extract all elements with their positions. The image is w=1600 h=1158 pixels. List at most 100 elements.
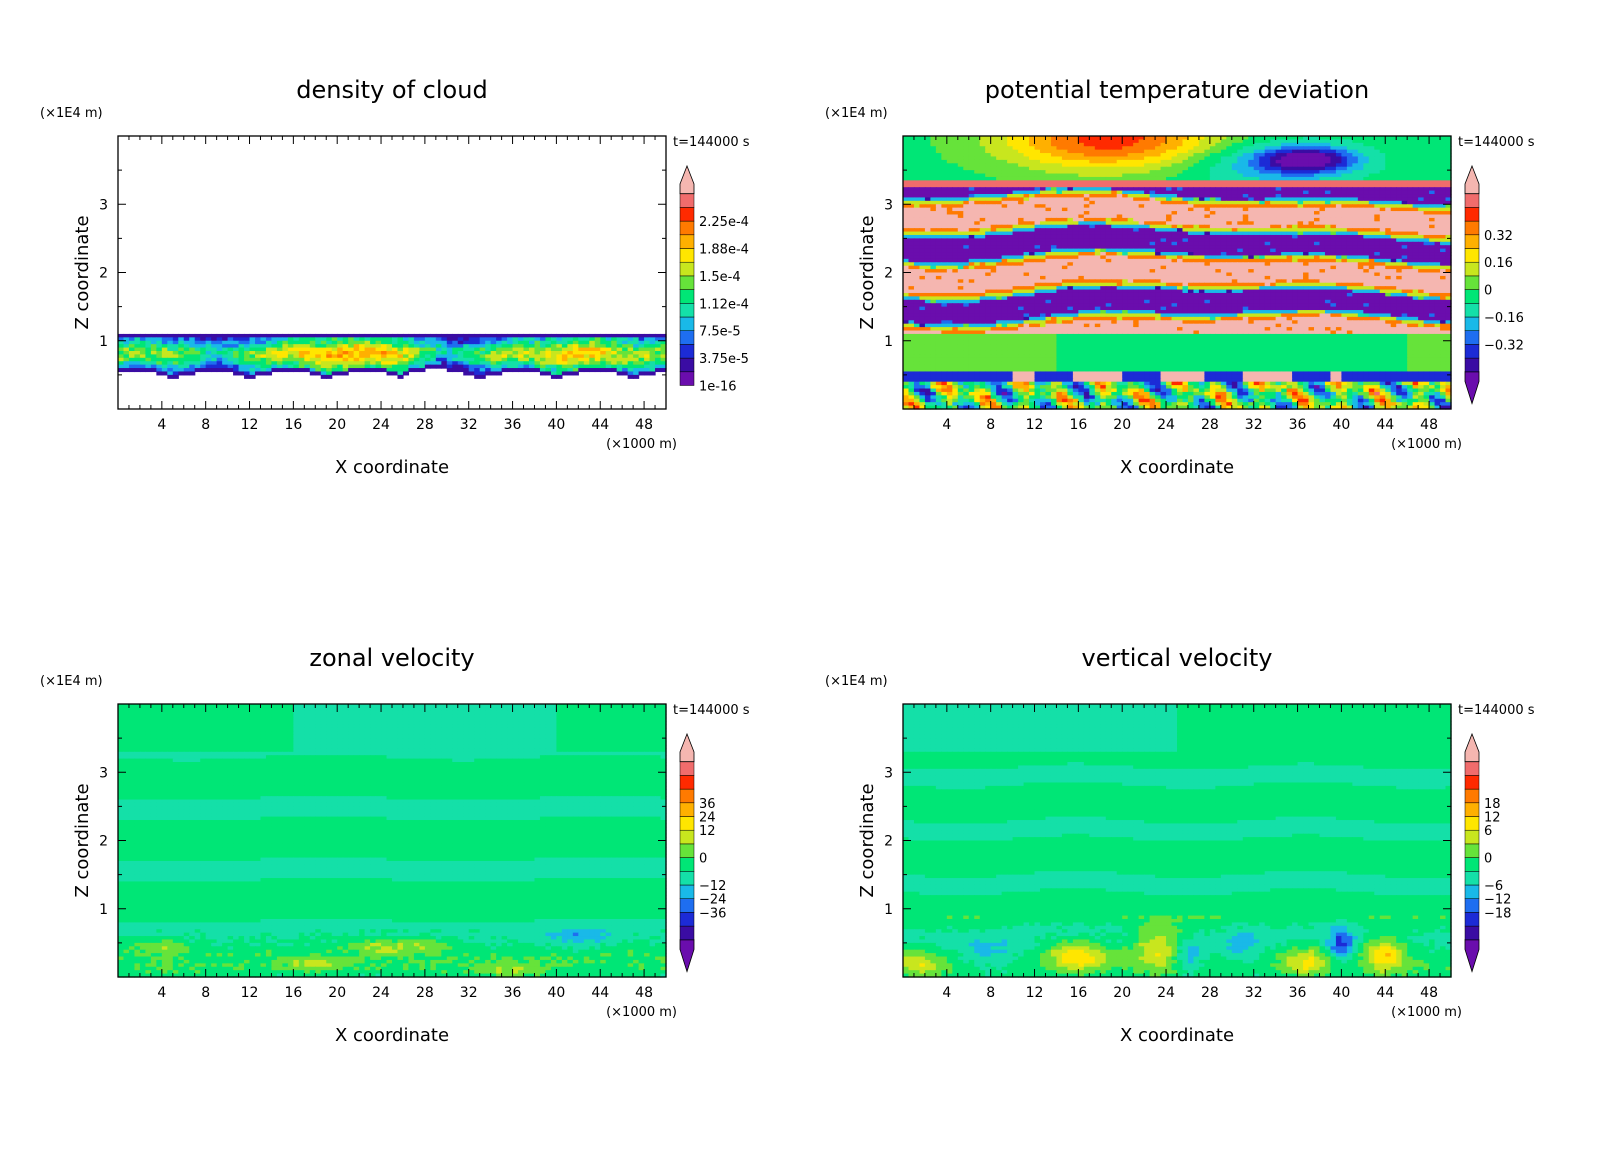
- field-cell: [1182, 194, 1189, 199]
- field-cell: [1374, 221, 1381, 226]
- field-cell: [1324, 248, 1332, 253]
- field-cell: [260, 344, 267, 349]
- field-cell: [1138, 221, 1145, 226]
- field-cell: [1434, 187, 1441, 192]
- field-cell: [496, 364, 503, 369]
- field-cell: [392, 357, 399, 362]
- field-cell: [583, 340, 590, 345]
- field-cell: [1012, 255, 1019, 260]
- field-cell: [946, 176, 953, 181]
- field-cell: [627, 340, 634, 345]
- field-cell: [216, 333, 223, 338]
- field-cell: [600, 361, 607, 366]
- field-cell: [1127, 252, 1134, 257]
- field-cell: [1445, 241, 1452, 246]
- field-cell: [238, 354, 245, 359]
- field-cell: [1292, 163, 1299, 168]
- field-cell: [1012, 149, 1019, 154]
- field-cell: [1242, 234, 1249, 239]
- field-cell: [985, 214, 992, 219]
- field-cell: [1330, 139, 1337, 144]
- field-cell: [1100, 217, 1107, 222]
- field-cell: [479, 350, 486, 355]
- field-cell: [1050, 245, 1058, 250]
- field-cell: [996, 156, 1003, 161]
- field-cell: [1001, 194, 1008, 199]
- field-cell: [413, 354, 420, 359]
- field-cell: [919, 217, 926, 222]
- field-cell: [216, 337, 223, 342]
- field-cell: [359, 364, 366, 369]
- field-cell: [189, 361, 196, 366]
- field-cell: [507, 337, 514, 342]
- field-cell: [1083, 255, 1090, 260]
- field-cell: [381, 340, 388, 345]
- field-cell: [1330, 207, 1337, 212]
- field-cell: [1023, 142, 1030, 147]
- field-cell: [1133, 146, 1140, 151]
- field-cell: [935, 255, 942, 260]
- field-cell: [1144, 142, 1151, 147]
- field-cell: [567, 344, 574, 349]
- field-cell: [265, 347, 273, 352]
- field-cell: [1390, 136, 1397, 141]
- x-tick-label: 24: [372, 417, 390, 433]
- field-cell: [589, 361, 596, 366]
- field-cell: [1040, 245, 1047, 250]
- field-cell: [1248, 217, 1255, 222]
- field-cell: [402, 350, 410, 355]
- field-cell: [1324, 136, 1332, 141]
- field-cell: [572, 364, 579, 369]
- field-cell: [1286, 156, 1293, 161]
- field-cell: [529, 337, 536, 342]
- field-cell: [331, 368, 338, 373]
- field-cell: [1434, 221, 1441, 226]
- field-cell: [1155, 224, 1162, 229]
- field-cell: [655, 347, 662, 352]
- field-cell: [990, 241, 997, 246]
- field-cell: [1056, 183, 1063, 188]
- field-cell: [1209, 156, 1216, 161]
- field-cell: [1335, 207, 1342, 212]
- field-cell: [1297, 214, 1304, 219]
- field-cell: [1237, 258, 1244, 263]
- field-cell: [1045, 153, 1052, 158]
- field-cell: [1187, 183, 1195, 188]
- field-cell: [287, 368, 294, 373]
- field-cell: [1078, 166, 1085, 171]
- field-cell: [1094, 197, 1101, 202]
- field-cell: [649, 368, 656, 373]
- field-cell: [156, 333, 163, 338]
- field-cell: [1045, 176, 1052, 181]
- field-cell: [1401, 153, 1408, 158]
- field-cell: [1379, 180, 1386, 185]
- field-cell: [1341, 211, 1348, 216]
- field-cell: [1177, 234, 1184, 239]
- field-cell: [1193, 238, 1200, 243]
- field-cell: [1412, 180, 1419, 185]
- field-cell: [1374, 194, 1381, 199]
- field-cell: [1149, 153, 1156, 158]
- field-cell: [1390, 234, 1397, 239]
- field-cell: [1083, 153, 1090, 158]
- field-cell: [1308, 176, 1315, 181]
- field-cell: [1231, 228, 1238, 233]
- field-cell: [1281, 228, 1288, 233]
- field-cell: [1089, 211, 1096, 216]
- field-cell: [1418, 139, 1425, 144]
- field-cell: [930, 187, 937, 192]
- field-cell: [1018, 170, 1025, 175]
- field-cell: [200, 347, 207, 352]
- field-cell: [979, 170, 986, 175]
- field-cell: [1105, 252, 1112, 257]
- field-cell: [452, 357, 459, 362]
- field-cell: [419, 340, 426, 345]
- field-cell: [1160, 217, 1167, 222]
- field-cell: [227, 337, 234, 342]
- field-cell: [1335, 211, 1342, 216]
- field-cell: [908, 194, 915, 199]
- field-cell: [1314, 214, 1321, 219]
- field-cell: [1012, 194, 1019, 199]
- field-cell: [963, 142, 970, 147]
- field-cell: [633, 368, 640, 373]
